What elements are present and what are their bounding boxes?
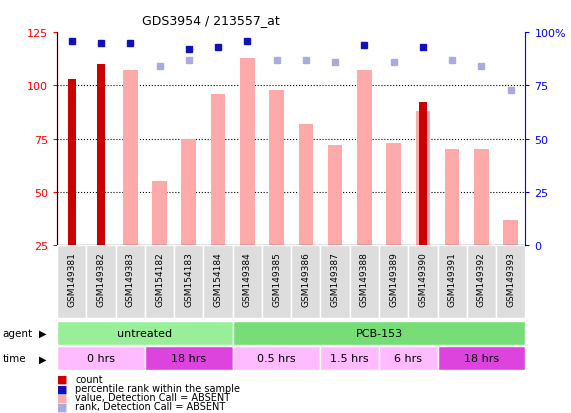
Bar: [86, 246, 115, 318]
Bar: [262, 246, 291, 318]
Text: count: count: [75, 374, 103, 384]
Bar: [320, 246, 349, 318]
Bar: [174, 246, 203, 318]
Bar: [437, 347, 525, 370]
Bar: [299, 124, 313, 246]
Bar: [57, 246, 86, 318]
Text: GSM149386: GSM149386: [301, 252, 311, 306]
Text: 18 hrs: 18 hrs: [171, 354, 206, 363]
Bar: [419, 103, 427, 246]
Bar: [379, 246, 408, 318]
Text: 0 hrs: 0 hrs: [87, 354, 115, 363]
Text: GSM149384: GSM149384: [243, 252, 252, 306]
Bar: [203, 246, 233, 318]
Text: ■: ■: [57, 374, 67, 384]
Bar: [270, 90, 284, 246]
Text: percentile rank within the sample: percentile rank within the sample: [75, 383, 240, 393]
Bar: [291, 246, 320, 318]
Text: GSM149383: GSM149383: [126, 252, 135, 306]
Text: GSM154183: GSM154183: [184, 252, 194, 306]
Bar: [240, 59, 255, 246]
Text: GDS3954 / 213557_at: GDS3954 / 213557_at: [142, 14, 280, 27]
Bar: [145, 347, 233, 370]
Bar: [233, 321, 525, 345]
Bar: [97, 65, 105, 246]
Text: GSM149389: GSM149389: [389, 252, 398, 306]
Text: GSM149388: GSM149388: [360, 252, 369, 306]
Bar: [57, 321, 233, 345]
Text: GSM154182: GSM154182: [155, 252, 164, 306]
Bar: [349, 246, 379, 318]
Bar: [445, 150, 460, 246]
Text: 6 hrs: 6 hrs: [394, 354, 423, 363]
Bar: [328, 146, 343, 246]
Text: GSM149387: GSM149387: [331, 252, 340, 306]
Bar: [504, 220, 518, 246]
Text: GSM149390: GSM149390: [419, 252, 428, 306]
Text: GSM149393: GSM149393: [506, 252, 515, 306]
Text: ■: ■: [57, 383, 67, 393]
Text: GSM154184: GSM154184: [214, 252, 223, 306]
Text: agent: agent: [3, 328, 33, 338]
Text: 1.5 hrs: 1.5 hrs: [331, 354, 369, 363]
Bar: [437, 246, 467, 318]
Bar: [145, 246, 174, 318]
Bar: [211, 95, 226, 246]
Text: 18 hrs: 18 hrs: [464, 354, 499, 363]
Text: GSM149392: GSM149392: [477, 252, 486, 306]
Bar: [408, 246, 437, 318]
Bar: [182, 140, 196, 246]
Bar: [68, 80, 76, 246]
Text: 0.5 hrs: 0.5 hrs: [258, 354, 296, 363]
Text: untreated: untreated: [117, 328, 172, 338]
Bar: [57, 347, 145, 370]
Text: ▶: ▶: [39, 328, 46, 338]
Bar: [379, 347, 437, 370]
Bar: [152, 182, 167, 246]
Text: time: time: [3, 354, 26, 363]
Bar: [233, 246, 262, 318]
Text: PCB-153: PCB-153: [355, 328, 403, 338]
Text: ■: ■: [57, 392, 67, 402]
Bar: [387, 144, 401, 246]
Bar: [357, 71, 372, 246]
Text: GSM149391: GSM149391: [448, 252, 457, 306]
Bar: [474, 150, 489, 246]
Text: rank, Detection Call = ABSENT: rank, Detection Call = ABSENT: [75, 401, 226, 411]
Text: GSM149382: GSM149382: [96, 252, 106, 306]
Bar: [496, 246, 525, 318]
Text: GSM149381: GSM149381: [67, 252, 77, 306]
Bar: [467, 246, 496, 318]
Text: ■: ■: [57, 401, 67, 411]
Bar: [233, 347, 320, 370]
Bar: [123, 71, 138, 246]
Bar: [320, 347, 379, 370]
Bar: [416, 112, 430, 246]
Bar: [115, 246, 145, 318]
Text: ▶: ▶: [39, 354, 46, 363]
Text: GSM149385: GSM149385: [272, 252, 281, 306]
Text: value, Detection Call = ABSENT: value, Detection Call = ABSENT: [75, 392, 231, 402]
